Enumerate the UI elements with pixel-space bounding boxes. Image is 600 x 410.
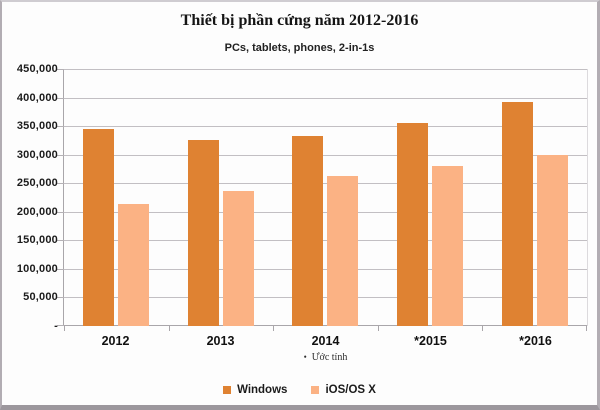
gridline (64, 240, 587, 242)
bar-windows-2014 (292, 135, 324, 326)
gridline (64, 69, 587, 70)
x-axis-tick (64, 326, 65, 331)
gridline (64, 126, 587, 128)
y-axis-tick (57, 97, 64, 99)
y-axis-tick (57, 154, 64, 156)
legend-label: Windows (237, 384, 288, 396)
bar-group-2015 (378, 69, 483, 326)
x-axis-tick (482, 326, 484, 331)
y-axis-label-300-000: 300,000 (16, 148, 58, 161)
gridline (64, 154, 587, 156)
legend: Windows iOS/OS X (2, 384, 597, 396)
y-axis-label-100-000: 100,000 (16, 262, 58, 275)
x-axis-label-2014: 2014 (311, 334, 340, 348)
bar-ios-os-x-2015 (432, 165, 464, 326)
legend-swatch-icon (311, 386, 320, 394)
x-axis-label-2015: *2015 (414, 334, 447, 348)
x-axis-label-2013: 2013 (206, 334, 235, 348)
y-axis-tick (57, 240, 64, 242)
y-axis-tick (57, 183, 64, 185)
legend-item-windows: Windows (223, 384, 287, 396)
plot-area (57, 69, 588, 331)
legend-swatch-icon (223, 386, 232, 394)
bar-ios-os-x-2014 (327, 175, 359, 326)
bar-ios-os-x-2016 (536, 155, 568, 326)
y-axis-label-150-000: 150,000 (16, 234, 58, 247)
bar-windows-2015 (397, 123, 429, 326)
y-axis-tick (57, 268, 64, 270)
estimate-note: • Ước tính (63, 352, 588, 363)
gridline (64, 268, 587, 270)
gridline (64, 297, 587, 299)
y-axis-tick (57, 211, 64, 213)
legend-label: iOS/OS X (325, 384, 376, 396)
chart-subtitle: PCs, tablets, phones, 2-in-1s (224, 42, 375, 54)
bullet-icon: • (303, 352, 307, 362)
gridline (64, 183, 587, 185)
estimate-note-text: Ước tính (311, 352, 348, 363)
bar-group-2013 (169, 69, 274, 326)
y-axis-label-450-000: 450,000 (16, 63, 58, 75)
bar-group-2012 (64, 69, 169, 326)
y-axis-label-250-000: 250,000 (16, 177, 58, 190)
bar-windows-2013 (187, 139, 219, 326)
y-axis-tick (57, 297, 64, 299)
y-axis-label-50-000: 50,000 (23, 291, 58, 304)
x-axis-line (64, 325, 587, 326)
bar-group-2016 (482, 69, 587, 326)
bar-ios-os-x-2013 (222, 191, 254, 326)
bar-group-2014 (273, 69, 378, 326)
y-axis-tick (57, 126, 64, 128)
x-axis-label-2016: *2016 (519, 334, 552, 348)
x-axis-tick (168, 326, 170, 331)
x-axis-tick (377, 326, 379, 331)
gridline (64, 211, 587, 213)
legend-item-ios-os-x: iOS/OS X (311, 384, 376, 396)
x-axis-tick (273, 326, 275, 331)
bar-windows-2012 (83, 128, 115, 326)
x-axis-label-2012: 2012 (101, 334, 130, 348)
x-axis-tick (586, 326, 587, 331)
y-axis-tick (57, 325, 64, 326)
y-axis-tick (57, 69, 64, 70)
chart-title: Thiết bị phần cứng năm 2012-2016 (180, 12, 419, 29)
y-axis-label-400-000: 400,000 (16, 91, 58, 104)
y-axis-label-350-000: 350,000 (16, 120, 58, 133)
bar-windows-2016 (501, 101, 533, 326)
y-axis-label-zero: - (54, 320, 58, 332)
gridline (64, 97, 587, 99)
y-axis-label-200-000: 200,000 (16, 205, 58, 218)
bar-ios-os-x-2012 (118, 204, 150, 326)
